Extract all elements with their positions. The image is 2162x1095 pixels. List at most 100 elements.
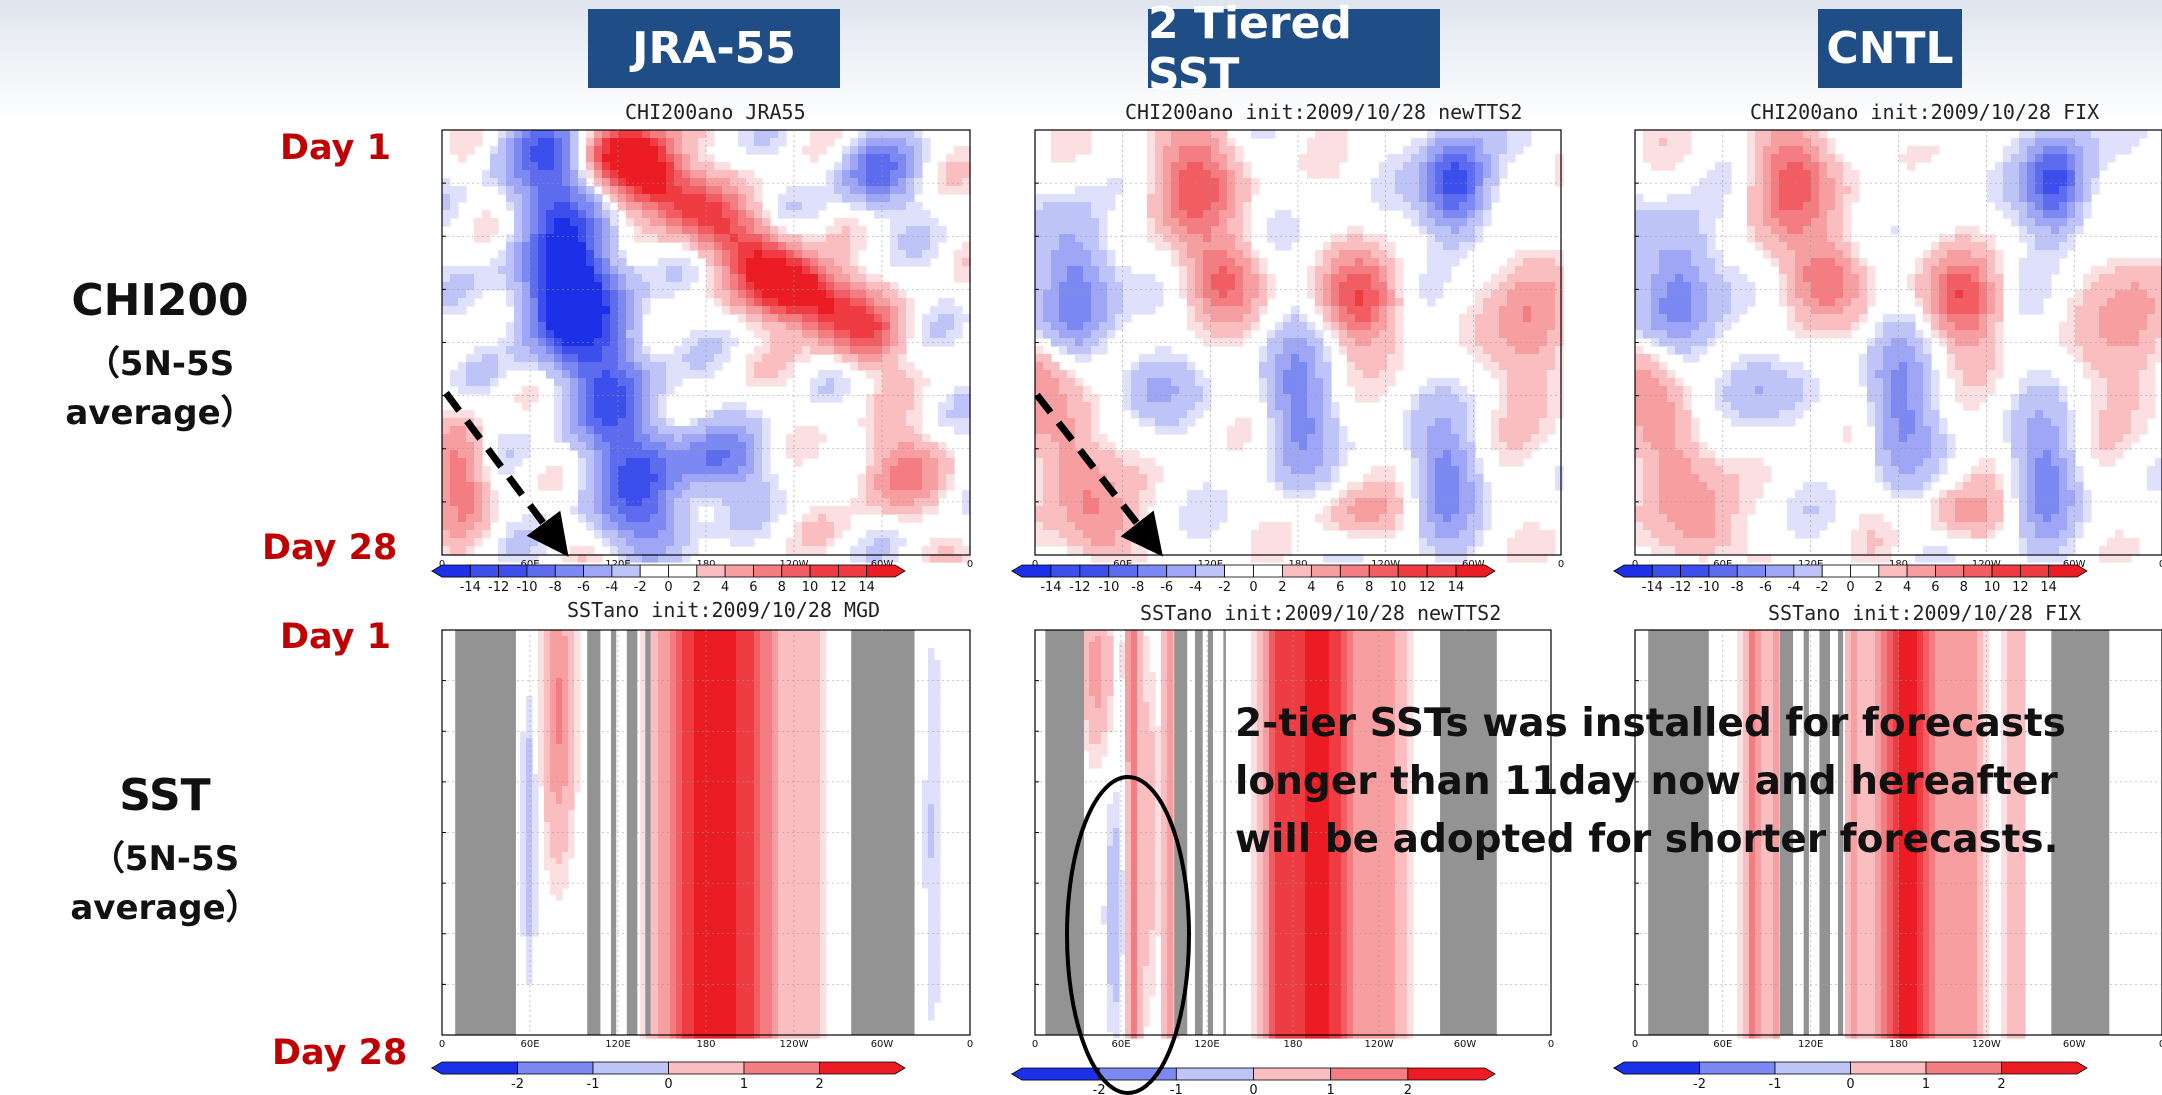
colorbar-tick-label: -2 <box>1218 580 1231 595</box>
lon-tick-label: 0 <box>1558 559 1564 570</box>
colorbar-tick-label: -6 <box>1759 580 1772 595</box>
lon-tick-label: 0 <box>1632 559 1638 570</box>
chi200-hovmoller-cntl: 0 60E 120E 180 120W 60W 0 <box>1632 129 2162 570</box>
colorbar-sst-jra55: -2 -1 0 1 2 <box>430 1061 906 1092</box>
colorbar-chi-jra55: -14 -12 -10 -8 -6 -4 -2 0 2 4 6 8 10 12 14 <box>430 564 906 595</box>
colorbar-tick-label: 4 <box>1903 580 1911 595</box>
colorbar-tick-label: 6 <box>1336 580 1344 595</box>
land-mask <box>1819 630 1830 1035</box>
annotation-line-3: will be adopted for shorter forecasts. <box>1235 817 2059 862</box>
colorbar-tick-label: -2 <box>1693 1077 1706 1092</box>
colorbar-tick-label: 12 <box>1419 580 1436 595</box>
sst-field <box>1077 630 1414 1039</box>
sst-hovmoller-2-tiered: 0 60E 120E 180 120W 60W 0 <box>1032 629 1554 1050</box>
header-cntl: CNTL <box>1818 9 1962 88</box>
lon-tick-label: 0 <box>439 1039 445 1050</box>
contour-field <box>1035 130 1564 563</box>
lon-tick-label: 120W <box>780 559 809 570</box>
panel-title-sst-newtts2: SSTano init:2009/10/28 newTTS2 <box>1140 601 1502 625</box>
lon-tick-label: 120W <box>1365 1039 1394 1050</box>
land-mask <box>1648 630 1709 1035</box>
colorbar-tick-label: 4 <box>1307 580 1315 595</box>
lon-tick-label: 60W <box>871 559 894 570</box>
colorbar-tick-label: 2 <box>1875 580 1883 595</box>
propagation-arrow-jra55 <box>443 390 569 557</box>
colorbar-tick-label: 2 <box>1997 1077 2005 1092</box>
panel-title-sst-fix: SSTano init:2009/10/28 FIX <box>1768 601 2082 625</box>
land-mask <box>455 630 516 1035</box>
colorbar-tick-label: 10 <box>1984 580 2001 595</box>
lon-tick-label: 0 <box>967 1039 973 1050</box>
colorbar-tick-label: -12 <box>1670 580 1691 595</box>
colorbar-tick-label: -8 <box>1731 580 1744 595</box>
colorbar-tick-label: -2 <box>511 1077 524 1092</box>
colorbar-tick-label: 14 <box>858 580 875 595</box>
lon-tick-label: 180 <box>1283 1039 1302 1050</box>
colorbar-tick-label: -14 <box>460 580 481 595</box>
colorbar-tick-label: 12 <box>830 580 847 595</box>
annotation-line-1: 2-tier SSTs was installed for forecasts <box>1235 701 2066 746</box>
colorbar-tick-label: 1 <box>1922 1077 1930 1092</box>
colorbar-tick-label: -1 <box>1769 1077 1782 1092</box>
colorbar-tick-label: 2 <box>1404 1083 1412 1095</box>
propagation-arrow-2-tiered <box>1034 392 1163 557</box>
lon-tick-label: 60W <box>1462 559 1485 570</box>
colorbar-tick-label: 10 <box>1390 580 1407 595</box>
sst-label: SST <box>119 770 211 821</box>
lon-tick-label: 60E <box>1111 1039 1130 1050</box>
lon-tick-label: 60W <box>871 1039 894 1050</box>
sst-hovmoller-cntl: 0 60E 120E 180 120W 60W 0 <box>1632 629 2162 1050</box>
lon-tick-label: 0 <box>1632 1039 1638 1050</box>
header-2-tiered-sst: 2 Tiered SST <box>1148 0 1440 100</box>
lon-tick-label: 120E <box>1798 559 1823 570</box>
colorbar-sst-cntl: -2 -1 0 1 2 <box>1612 1061 2088 1092</box>
colorbar-chi-cntl: -14 -12 -10 -8 -6 -4 -2 0 2 4 6 8 10 12 14 <box>1612 564 2088 595</box>
colorbar-tick-label: -4 <box>1787 580 1800 595</box>
land-mask <box>1440 630 1497 1035</box>
colorbar-tick-label: 6 <box>749 580 757 595</box>
colorbar-tick-label: 0 <box>664 580 672 595</box>
colorbar-tick-label: 8 <box>778 580 786 595</box>
chi200-hovmoller-2-tiered: 0 60E 120E 180 120W 60W 0 <box>1032 129 1564 570</box>
header-jra55: JRA-55 <box>588 9 840 88</box>
lon-tick-label: 180 <box>1889 559 1908 570</box>
colorbar-chi-2-tiered: -14 -12 -10 -8 -6 -4 -2 0 2 4 6 8 10 12 14 <box>1010 564 1496 595</box>
lon-tick-label: 120W <box>1972 1039 2001 1050</box>
colorbar-tick-label: 14 <box>2040 580 2057 595</box>
colorbar-tick-label: 0 <box>664 1077 672 1092</box>
colorbar-tick-label: -4 <box>1189 580 1202 595</box>
lon-tick-label: 120E <box>605 1039 630 1050</box>
lon-tick-label: 0 <box>1548 1039 1554 1050</box>
panel-title-chi-newtts2: CHI200ano init:2009/10/28 newTTS2 <box>1125 100 1523 124</box>
lon-tick-label: 120E <box>1194 1039 1219 1050</box>
lon-tick-label: 0 <box>1032 559 1038 570</box>
panel-title-chi-jra55: CHI200ano JRA55 <box>625 100 806 124</box>
sst-hovmoller-jra55: 0 60E 120E 180 120W 60W 0 <box>439 629 973 1050</box>
colorbar-tick-label: 0 <box>1249 580 1257 595</box>
lon-tick-label: 120E <box>1798 1039 1823 1050</box>
title-band <box>0 0 2162 120</box>
annotation-text: 2-tier SSTs was installed for forecasts … <box>1235 695 2135 869</box>
colorbar-tick-label: -12 <box>1069 580 1090 595</box>
lon-tick-label: 120W <box>1972 559 2001 570</box>
lon-tick-label: 60W <box>2063 1039 2086 1050</box>
colorbar-tick-label: -14 <box>1040 580 1061 595</box>
colorbar-tick-label: -6 <box>577 580 590 595</box>
colorbar-tick-label: 14 <box>1448 580 1465 595</box>
sst-sublabel: （5N-5S average） <box>70 839 260 928</box>
colorbar-tick-label: -10 <box>1098 580 1119 595</box>
colorbar-tick-label: 0 <box>1846 1077 1854 1092</box>
colorbar-tick-label: -2 <box>1093 1083 1106 1095</box>
lon-tick-label: 120E <box>1198 559 1223 570</box>
colorbar-tick-label: 2 <box>1278 580 1286 595</box>
lon-tick-label: 120E <box>605 559 630 570</box>
lon-tick-label: 180 <box>1288 559 1307 570</box>
colorbar-tick-label: 12 <box>2012 580 2029 595</box>
colorbar-tick-label: -1 <box>587 1077 600 1092</box>
lon-tick-label: 180 <box>696 559 715 570</box>
colorbar-tick-label: -8 <box>549 580 562 595</box>
chi200-label: CHI200 <box>71 275 249 326</box>
colorbar-tick-label: -4 <box>605 580 618 595</box>
contour-field <box>442 130 971 563</box>
